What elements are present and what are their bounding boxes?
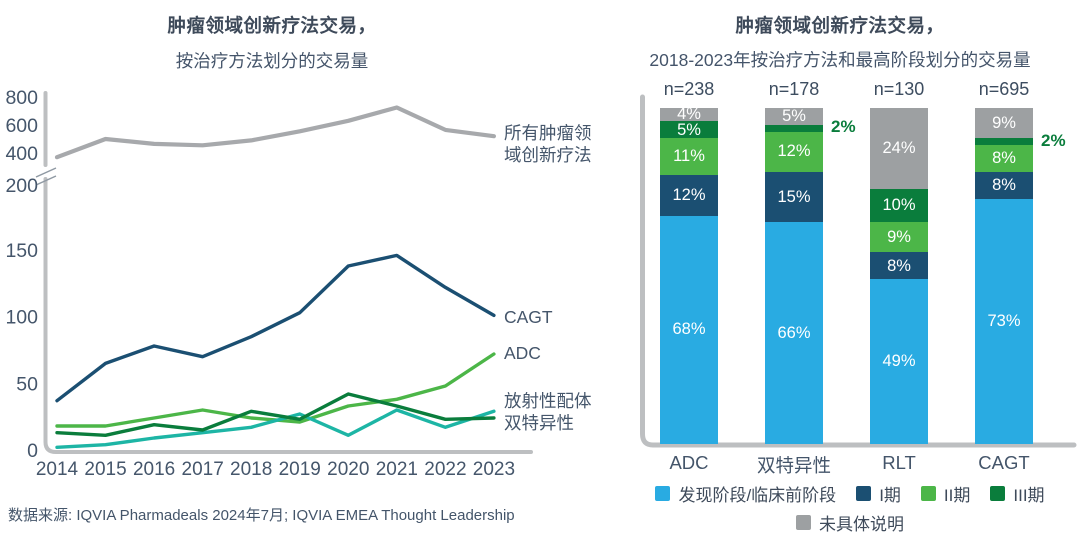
bar-segment-双特异性-III期 (765, 124, 823, 132)
bar-segment-双特异性-II期: 12% (765, 131, 823, 172)
outside-label-双特异性-III期: 2% (831, 117, 856, 137)
line-series-label-0: 所有肿瘤领 (504, 123, 592, 143)
x-tick-2019: 2019 (279, 459, 321, 480)
bar-chart-title: 肿瘤领域创新疗法交易， (735, 15, 945, 36)
legend-label-discovery: 发现阶段/临床前阶段 (678, 486, 837, 505)
y-tick-upper-200: 200 (5, 175, 38, 197)
stacked-bar-RLT: 24% 10% 9% 8% 49% (870, 108, 928, 444)
discovery-phase-swatch-icon (655, 486, 671, 501)
legend-item-phase2: II期 (920, 481, 971, 506)
x-tick-2018: 2018 (230, 459, 272, 480)
x-tick-2023: 2023 (473, 459, 515, 480)
n-label-ADC: n=238 (663, 79, 715, 99)
y-axis-lower-and-baseline (43, 177, 533, 454)
bar-segment-CAGT-发现阶段/临床前阶段: 73% (975, 198, 1033, 444)
bar-segment-CAGT-未具体说明: 9% (975, 108, 1033, 139)
y-tick-lower-150: 150 (5, 240, 38, 262)
bar-segment-RLT-发现阶段/临床前阶段: 49% (870, 279, 928, 444)
x-tick-2015: 2015 (84, 459, 126, 480)
bar-segment-RLT-I期: 8% (870, 252, 928, 280)
y-tick-upper-800: 800 (5, 87, 38, 109)
bar-segment-双特异性-发现阶段/临床前阶段: 66% (765, 222, 823, 444)
phase3-swatch-icon (990, 486, 1006, 501)
line-series-label-4: 双特异性 (504, 413, 574, 433)
bar-chart-legend-row2: 未具体说明 (620, 510, 1080, 535)
category-label-CAGT: CAGT (978, 452, 1030, 473)
bar-segment-双特异性-未具体说明: 5% (765, 108, 823, 125)
stacked-bar-双特异性: 5% 12% 15% 66% (765, 108, 823, 444)
legend-item-phase1: I期 (856, 481, 901, 506)
line-chart-subtitle: 按治疗方法划分的交易量 (175, 51, 369, 71)
y-tick-upper-400: 400 (5, 143, 38, 165)
legend-label-unspecified: 未具体说明 (819, 515, 904, 534)
legend-item-phase3: III期 (990, 481, 1045, 506)
bar-segment-双特异性-I期: 15% (765, 171, 823, 223)
x-tick-2014: 2014 (36, 459, 79, 480)
stacked-bar-ADC: 4% 5% 11% 12% 68% (660, 106, 718, 444)
line-series-label-2: ADC (504, 343, 541, 363)
line-series-label-0: 域创新疗法 (504, 145, 592, 165)
bar-segment-ADC-II期: 11% (660, 138, 718, 176)
line-chart-title: 肿瘤领域创新疗法交易， (167, 15, 377, 36)
category-label-双特异性: 双特异性 (756, 455, 831, 476)
n-label-RLT: n=130 (873, 79, 925, 99)
bar-chart-axis (640, 94, 1077, 448)
legend-item-discovery: 发现阶段/临床前阶段 (655, 481, 836, 506)
y-tick-lower-50: 50 (16, 373, 38, 395)
bar-segment-ADC-III期: 5% (660, 121, 718, 139)
stacked-bar-CAGT: 9% 8% 8% 73% (975, 108, 1033, 444)
category-label-ADC: ADC (669, 452, 709, 473)
bar-segment-CAGT-III期 (975, 138, 1033, 145)
outside-label-CAGT-III期: 2% (1041, 130, 1066, 150)
bar-chart-subtitle: 2018-2023年按治疗方法和最高阶段划分的交易量 (649, 50, 1031, 70)
legend-label-phase3: III期 (1013, 486, 1045, 505)
x-tick-2022: 2022 (424, 459, 466, 480)
axis-break-icon (35, 167, 57, 186)
bar-segment-CAGT-II期: 8% (975, 144, 1033, 172)
x-tick-2021: 2021 (376, 459, 418, 480)
bar-segment-ADC-I期: 12% (660, 175, 718, 216)
n-label-CAGT: n=695 (978, 79, 1030, 99)
line-series-4 (55, 392, 496, 437)
y-tick-upper-600: 600 (5, 115, 38, 137)
bar-axis-line (640, 94, 1077, 448)
phase2-swatch-icon (920, 486, 936, 501)
bar-segment-ADC-发现阶段/临床前阶段: 68% (660, 215, 718, 444)
bar-segment-RLT-III期: 10% (870, 188, 928, 223)
legend-label-phase1: I期 (879, 486, 901, 505)
bar-segment-RLT-未具体说明: 24% (870, 108, 928, 189)
line-series-3 (55, 408, 496, 449)
line-series-label-3: 放射性配体 (504, 391, 592, 411)
n-label-双特异性: n=178 (768, 79, 820, 99)
source-note: 数据来源: IQVIA Pharmadeals 2024年7月; IQVIA E… (8, 507, 515, 524)
line-series-0 (54, 105, 496, 160)
bar-segment-RLT-II期: 9% (870, 222, 928, 253)
bar-segment-CAGT-I期: 8% (975, 171, 1033, 199)
x-tick-2020: 2020 (327, 459, 369, 480)
line-series-label-1: CAGT (504, 307, 553, 327)
x-tick-2016: 2016 (133, 459, 175, 480)
phase1-swatch-icon (856, 486, 872, 501)
category-label-RLT: RLT (882, 452, 916, 473)
legend-item-unspecified: 未具体说明 (796, 510, 904, 535)
y-tick-lower-0: 0 (27, 440, 38, 462)
unspecified-swatch-icon (796, 515, 811, 530)
legend-label-phase2: II期 (943, 486, 971, 505)
line-series-1 (55, 253, 496, 403)
bar-chart-legend-row1: 发现阶段/临床前阶段 I期 II期 III期 (620, 481, 1080, 506)
y-tick-lower-100: 100 (5, 307, 38, 329)
bar-segment-ADC-未具体说明: 4% (660, 106, 718, 123)
x-tick-2017: 2017 (182, 459, 224, 480)
